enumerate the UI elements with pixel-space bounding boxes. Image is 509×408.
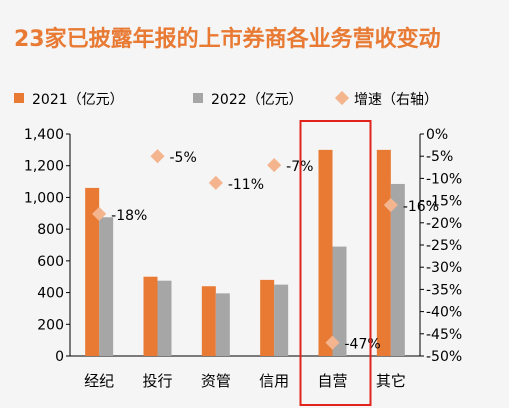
right-tick-label: -25% <box>426 238 462 254</box>
growth-label: -18% <box>111 208 147 224</box>
left-axis: 0 200 400 600 800 1,000 1,200 1,400 <box>24 127 420 365</box>
right-tick-label: -15% <box>426 194 462 210</box>
growth-label: -11% <box>228 177 264 193</box>
growth-label: -16% <box>403 199 439 215</box>
legend: 2021（亿元） 2022（亿元） 增速（右轴） <box>14 90 438 108</box>
legend-label: 2021（亿元） <box>32 92 124 108</box>
legend-swatch <box>334 90 350 106</box>
right-axis: 0% -5% -10% -15% -20% -25% -30% -35% -40% -45% -50… <box>419 127 462 365</box>
right-tick-label: 0% <box>426 127 448 143</box>
bar-2022 <box>390 183 405 356</box>
category-label: 其它 <box>376 372 406 390</box>
bar-2022 <box>274 284 289 356</box>
bars <box>85 149 405 356</box>
left-tick-label: 1,000 <box>24 190 64 206</box>
legend-label: 增速（右轴） <box>354 92 438 108</box>
left-tick-label: 400 <box>37 286 64 302</box>
growth-marker <box>208 175 223 190</box>
bar-2021 <box>201 286 216 356</box>
legend-label: 2022（亿元） <box>211 92 303 108</box>
growth-label: -47% <box>345 337 381 353</box>
bar-2021 <box>143 276 158 356</box>
right-tick-label: -35% <box>426 282 462 298</box>
growth-markers: -18%-5%-11%-7%-47%-16% <box>92 149 439 353</box>
left-tick-label: 1,400 <box>24 127 64 143</box>
chart-title: 23家已披露年报的上市券商各业务营收变动 <box>14 26 441 52</box>
left-tick-label: 600 <box>37 254 64 270</box>
right-tick-label: -20% <box>426 216 462 232</box>
left-tick-label: 200 <box>37 317 64 333</box>
right-tick-label: -45% <box>426 327 462 343</box>
legend-swatch <box>193 93 203 103</box>
category-label: 自营 <box>317 372 347 390</box>
left-tick-label: 1,200 <box>24 159 64 175</box>
highlight-rect <box>299 120 372 406</box>
growth-marker <box>383 197 398 213</box>
right-tick-label: -10% <box>426 171 462 187</box>
growth-label: -5% <box>170 150 197 166</box>
growth-marker <box>267 158 282 173</box>
highlight-box <box>299 120 372 406</box>
right-tick-label: -40% <box>426 305 462 321</box>
category-label: 投行 <box>142 372 172 390</box>
left-tick-label: 0 <box>55 349 64 365</box>
bar-2022 <box>99 217 114 356</box>
category-label: 资管 <box>201 372 231 390</box>
bar-2022 <box>157 280 172 356</box>
right-tick-label: -50% <box>426 349 462 365</box>
growth-marker <box>325 335 340 350</box>
bar-2022 <box>215 293 230 356</box>
legend-swatch <box>14 93 24 103</box>
growth-marker <box>150 149 165 164</box>
right-tick-label: -30% <box>426 260 462 276</box>
bar-2022 <box>332 246 347 356</box>
bar-2021 <box>318 149 333 356</box>
category-label: 经纪 <box>84 372 114 390</box>
right-tick-label: -5% <box>426 149 453 165</box>
category-label: 信用 <box>259 372 289 390</box>
bar-2021 <box>85 187 100 356</box>
bar-2021 <box>376 149 391 356</box>
left-tick-label: 800 <box>37 222 64 238</box>
category-labels: 经纪 投行 资管 信用 自营 其它 <box>84 372 406 390</box>
bar-2021 <box>260 279 275 356</box>
